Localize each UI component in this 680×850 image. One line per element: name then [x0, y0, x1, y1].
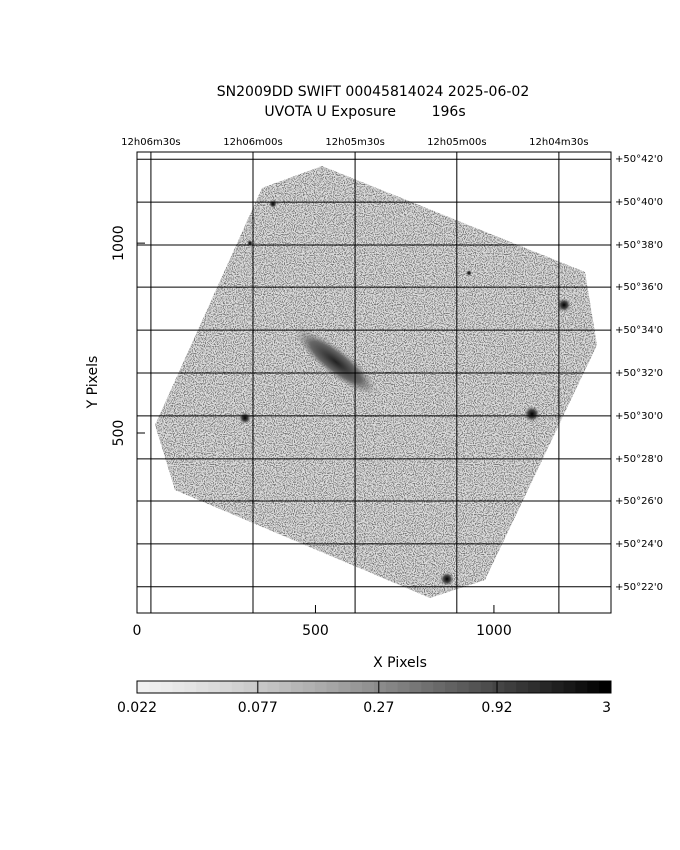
colorbar-step — [314, 681, 328, 693]
colorbar-step — [516, 681, 529, 693]
star — [524, 406, 540, 422]
colorbar-step — [338, 681, 351, 693]
y-tick-label: 500 — [111, 420, 127, 447]
ra-tick-label: 12h06m00s — [223, 137, 282, 148]
ra-tick-label: 12h05m00s — [427, 137, 486, 148]
image — [155, 166, 597, 598]
colorbar-step — [255, 681, 268, 693]
colorbar-step — [172, 681, 185, 693]
colorbar-step — [433, 681, 446, 693]
colorbar-step — [397, 681, 411, 693]
star — [466, 270, 472, 276]
star — [440, 572, 454, 586]
colorbar-step — [184, 681, 197, 693]
colorbar-step — [599, 681, 612, 693]
colorbar-step — [480, 681, 493, 693]
colorbar-tick-label: 3 — [602, 700, 611, 716]
star — [557, 298, 571, 312]
colorbar-step — [385, 681, 399, 693]
colorbar-step — [279, 681, 292, 693]
colorbar-step — [563, 681, 576, 693]
colorbar-step — [492, 681, 505, 693]
colorbar-step — [196, 681, 209, 693]
colorbar-step — [160, 681, 174, 693]
y-tick-label: 1000 — [111, 225, 127, 261]
colorbar-tick-label: 0.022 — [117, 700, 157, 716]
y-axis-label: Y Pixels — [85, 356, 101, 410]
colorbar-step — [302, 681, 316, 693]
colorbar-step — [374, 681, 387, 693]
colorbar-step — [231, 681, 245, 693]
colorbar-step — [291, 681, 304, 693]
colorbar-step — [539, 681, 553, 693]
x-tick-label: 0 — [133, 623, 142, 639]
colorbar-step — [528, 681, 541, 693]
colorbar-step — [137, 681, 150, 693]
dec-tick-label: +50°28'0 — [615, 454, 663, 465]
dec-tick-label: +50°24'0 — [615, 539, 663, 550]
colorbar-step — [456, 681, 470, 693]
colorbar-step — [551, 681, 565, 693]
colorbar-step — [468, 681, 482, 693]
star — [239, 412, 251, 424]
dec-tick-label: +50°40'0 — [615, 197, 663, 208]
colorbar-step — [326, 681, 339, 693]
x-axis-label: X Pixels — [373, 655, 427, 671]
dec-tick-label: +50°34'0 — [615, 325, 663, 336]
title: SN2009DD SWIFT 00045814024 2025-06-02 — [217, 84, 529, 100]
colorbar-step — [575, 681, 588, 693]
star — [247, 240, 253, 246]
colorbar-step — [208, 681, 221, 693]
dec-tick-label: +50°32'0 — [615, 368, 663, 379]
colorbar-step — [504, 681, 517, 693]
colorbar-step — [350, 681, 363, 693]
colorbar-tick-label: 0.92 — [481, 700, 512, 716]
plot-frame — [136, 151, 612, 614]
dec-tick-label: +50°22'0 — [615, 582, 663, 593]
x-tick-label: 1000 — [476, 623, 512, 639]
colorbar-step — [219, 681, 233, 693]
colorbar-step — [409, 681, 422, 693]
colorbar-step — [148, 681, 162, 693]
dec-tick-label: +50°36'0 — [615, 282, 663, 293]
ra-tick-label: 12h05m30s — [325, 137, 384, 148]
galaxy — [294, 328, 378, 396]
image-noise — [155, 166, 597, 598]
dec-tick-label: +50°38'0 — [615, 240, 663, 251]
dec-tick-label: +50°26'0 — [615, 496, 663, 507]
colorbar-step — [362, 681, 375, 693]
ra-tick-label: 12h04m30s — [529, 137, 588, 148]
colorbar-step — [267, 681, 280, 693]
x-tick-label: 500 — [302, 623, 329, 639]
colorbar-step — [421, 681, 434, 693]
colorbar-step — [243, 681, 256, 693]
star — [269, 200, 277, 208]
colorbar-tick-label: 0.077 — [238, 700, 278, 716]
subtitle: UVOTA U Exposure 196s — [264, 104, 465, 120]
colorbar-step — [445, 681, 458, 693]
colorbar-step — [587, 681, 600, 693]
dec-tick-label: +50°30'0 — [615, 411, 663, 422]
colorbar-tick-label: 0.27 — [363, 700, 394, 716]
dec-tick-label: +50°42'0 — [615, 154, 663, 165]
ra-tick-label: 12h06m30s — [121, 137, 180, 148]
